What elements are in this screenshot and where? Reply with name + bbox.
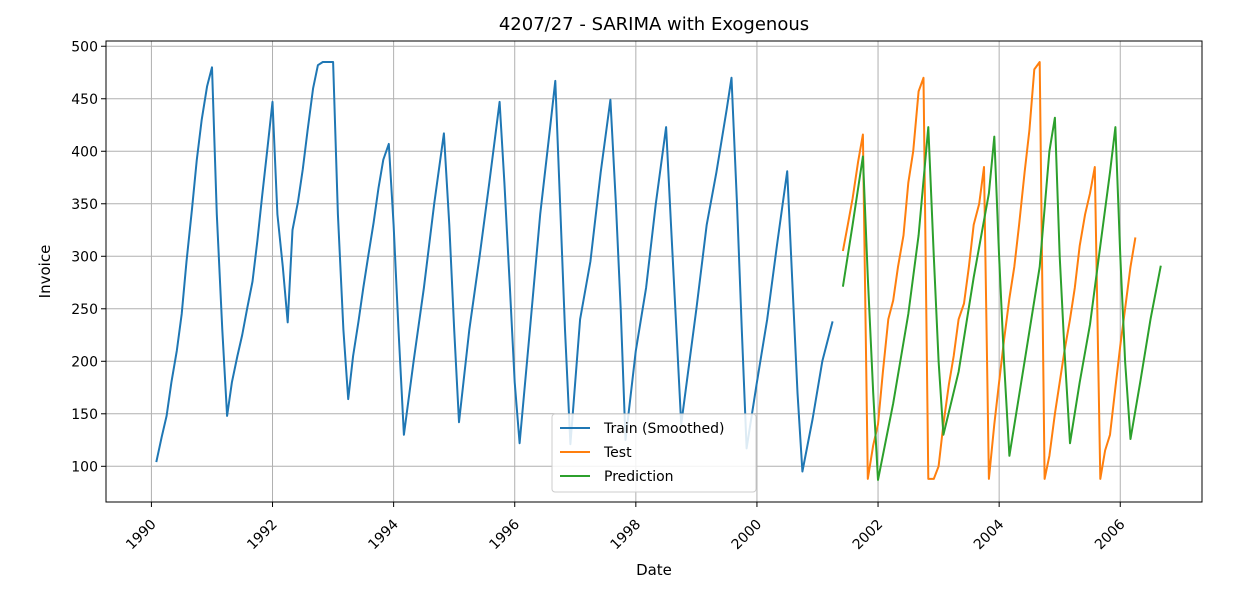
y-tick-label: 100: [71, 459, 98, 475]
y-tick-label: 150: [71, 407, 98, 423]
y-tick-label: 450: [71, 92, 98, 108]
plot-area-frame: [105, 40, 1203, 503]
grid: [106, 41, 1202, 502]
chart-title: 4207/27 - SARIMA with Exogenous: [499, 14, 809, 35]
series-line-test: [841, 61, 1137, 480]
y-tick-label: 350: [71, 197, 98, 213]
x-axis-title: Date: [636, 561, 672, 579]
legend-label-train-smoothed: Train (Smoothed): [603, 421, 724, 437]
legend-label-prediction: Prediction: [604, 469, 674, 485]
y-tick-label: 300: [71, 249, 98, 265]
y-tick-label: 250: [71, 302, 98, 318]
y-tick-label: 500: [71, 39, 98, 55]
legend-box: [551, 413, 757, 493]
series-line-train-smoothed: [155, 61, 834, 473]
series-lines: [155, 61, 1162, 481]
y-axis-title: Invoice: [36, 245, 54, 299]
legend: Train (Smoothed) Test Prediction: [551, 413, 757, 493]
series-line-prediction: [841, 116, 1162, 481]
y-tick-label: 400: [71, 144, 98, 160]
y-tick-label: 200: [71, 354, 98, 370]
legend-label-test: Test: [603, 445, 632, 461]
